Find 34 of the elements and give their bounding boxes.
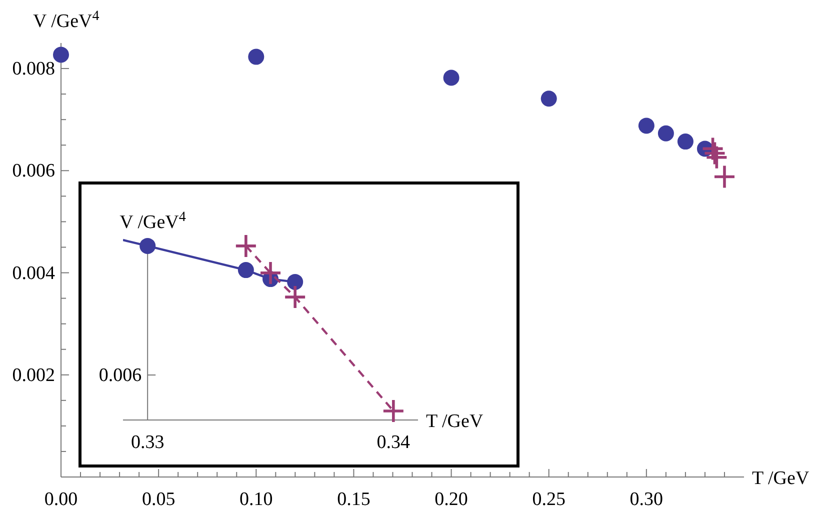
annotation: 0.006 xyxy=(98,365,142,386)
x-tick-label: 0.15 xyxy=(337,489,370,510)
y-tick-label: 0.006 xyxy=(12,160,55,182)
x-axis-title: T /GeV xyxy=(426,411,484,432)
x-tick-label: 0.05 xyxy=(142,489,176,510)
point xyxy=(238,262,254,278)
point xyxy=(140,238,156,254)
x-axis-title: T /GeV xyxy=(752,468,810,489)
x-tick-label: 0.20 xyxy=(434,489,468,510)
point xyxy=(677,134,694,150)
point xyxy=(236,234,256,257)
point xyxy=(383,400,404,422)
point xyxy=(287,274,304,290)
y-axis-title: V /GeV$^{4}$ xyxy=(120,210,186,233)
x-tick-label: 0.30 xyxy=(630,489,664,510)
point xyxy=(714,166,734,188)
point xyxy=(658,125,674,142)
y-tick-label: 0.002 xyxy=(12,364,55,386)
y-tick-label: 0.008 xyxy=(12,58,55,80)
y-axis-title: V /GeV$^{4}$ xyxy=(33,8,100,32)
x-tick-label: 0.10 xyxy=(240,489,273,510)
point xyxy=(443,70,460,86)
point xyxy=(248,48,264,65)
point xyxy=(540,90,557,107)
point xyxy=(706,146,727,168)
point xyxy=(638,118,654,134)
x-tick-label: 0.00 xyxy=(44,489,78,510)
x-tick-label: 0.34 xyxy=(376,432,411,453)
point xyxy=(53,46,69,63)
point xyxy=(260,262,280,284)
x-tick-label: 0.33 xyxy=(130,432,164,453)
y-tick-label: 0.004 xyxy=(12,262,56,284)
x-tick-label: 0.25 xyxy=(532,489,566,510)
point xyxy=(285,286,306,308)
